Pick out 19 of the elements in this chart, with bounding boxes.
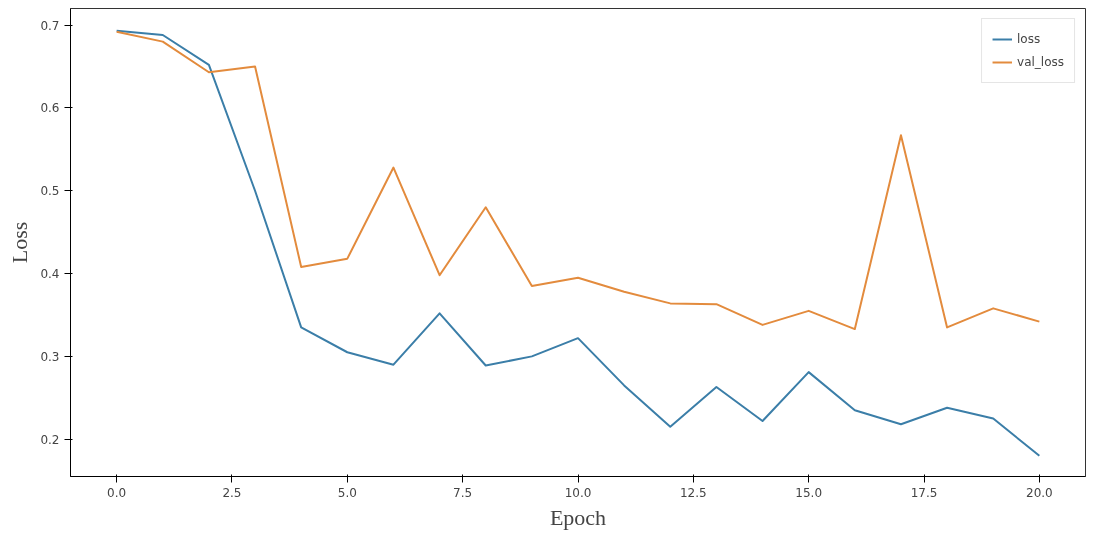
x-tick-label: 7.5 [453,485,473,500]
y-tick-label: 0.5 [40,184,60,199]
y-tick-label: 0.7 [40,18,60,33]
x-tick-label: 20.0 [1026,485,1053,500]
x-tick-label: 5.0 [337,485,357,500]
x-axis-title: Epoch [549,504,607,530]
x-tick-label: 10.0 [564,485,592,500]
x-tick-label: 0.0 [107,485,127,500]
x-tick-label: 17.5 [910,485,938,500]
y-axis-title: Loss [7,221,33,264]
y-tick-label: 0.3 [40,349,60,364]
legend-label: loss [1017,32,1041,46]
legend-label: val_loss [1017,55,1064,69]
y-tick-label: 0.2 [40,432,60,447]
x-tick-label: 12.5 [679,485,707,500]
y-tick-label: 0.4 [40,267,60,282]
x-tick-label: 15.0 [795,485,823,500]
x-tick-label: 2.5 [222,485,242,500]
y-tick-label: 0.6 [40,101,60,116]
